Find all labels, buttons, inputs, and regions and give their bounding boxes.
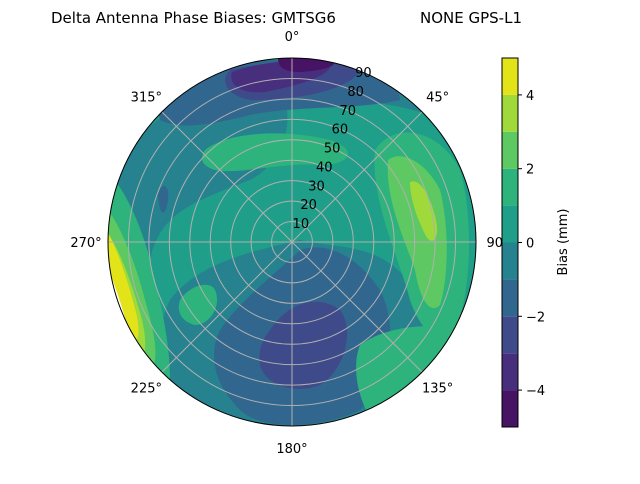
colorbar-segment [502, 390, 518, 427]
radial-tick-labels: 10 20 30 40 50 60 70 80 90 [293, 66, 372, 232]
radial-tick-label: 80 [347, 85, 364, 100]
chart-title-left: Delta Antenna Phase Biases: GMTSG6 [51, 9, 336, 27]
radial-tick-label: 60 [332, 123, 349, 138]
contour-region-10 [202, 133, 349, 172]
radial-tick-label: 70 [339, 104, 356, 119]
colorbar-segment [502, 353, 518, 391]
contour-region-13 [178, 284, 218, 325]
theta-tick-label: 135° [422, 382, 453, 397]
colorbar-tick-label: −4 [526, 384, 545, 399]
theta-gridline-5 [161, 241, 293, 373]
theta-gridline-7 [161, 111, 293, 243]
radial-tick-label: 40 [316, 160, 333, 175]
theta-tick-label: 45° [426, 90, 449, 105]
radial-tick-label: 30 [308, 179, 325, 194]
colorbar-segment [502, 94, 518, 132]
colorbar-segment [502, 316, 518, 354]
colorbar-tick-label: 4 [526, 89, 534, 104]
theta-gridline-1 [291, 111, 423, 243]
colorbar-label: Bias (mm) [556, 209, 571, 276]
theta-tick-labels: 0°45°90°135°180°225°270°315° [70, 30, 509, 457]
theta-tick-label: 225° [131, 382, 162, 397]
contour-region-14 [356, 325, 470, 426]
contour-region-19 [108, 226, 139, 342]
colorbar-segment [502, 58, 518, 95]
polar-grid [108, 58, 476, 426]
theta-tick-label: 180° [276, 442, 307, 457]
chart-title-right: NONE GPS-L1 [420, 9, 522, 27]
contour-region-0 [110, 80, 288, 276]
radial-tick-label: 10 [293, 217, 310, 232]
colorbar-segment [502, 279, 518, 317]
contour-region-5 [158, 185, 169, 213]
theta-gridline-3 [291, 241, 423, 373]
colorbar-segment [502, 168, 518, 206]
colorbar-segment [502, 131, 518, 169]
colorbar-tick-label: 0 [526, 237, 534, 252]
polar-frame [107, 57, 477, 427]
colorbar-segment [502, 242, 518, 280]
radial-tick-label: 20 [300, 198, 317, 213]
theta-tick-label: 0° [285, 30, 300, 45]
theta-tick-label: 315° [131, 90, 162, 105]
colorbar-tick-label: 2 [526, 163, 534, 178]
theta-tick-label: 270° [70, 236, 101, 251]
colorbar-segment [502, 205, 518, 243]
colorbar: −4 −2 0 2 4 [501, 57, 545, 428]
radial-tick-label: 50 [324, 142, 341, 157]
contour-region-17 [410, 181, 438, 241]
colorbar-tick-label: −2 [526, 310, 545, 325]
radial-tick-label: 90 [355, 66, 372, 81]
